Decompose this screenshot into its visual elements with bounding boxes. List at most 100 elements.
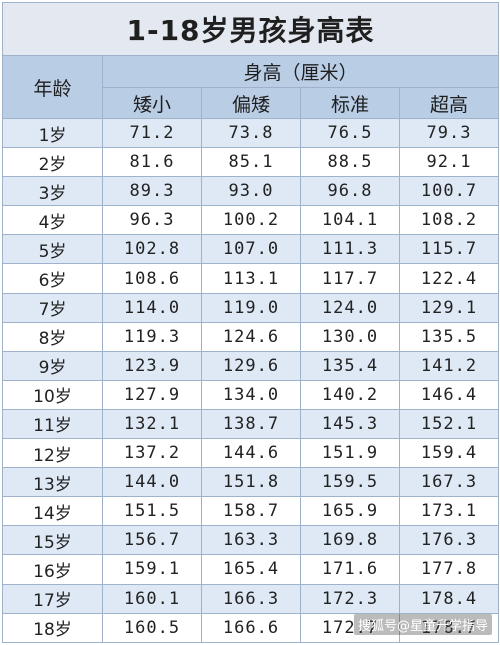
age-cell: 16岁 (2, 554, 103, 585)
tall-value-cell: 173.1 (398, 496, 500, 527)
age-cell: 1岁 (2, 117, 103, 149)
below-average-value-cell: 163.3 (201, 525, 301, 556)
below-average-value-cell: 93.0 (201, 176, 301, 207)
table-row: 10岁 127.9 134.0 140.2 146.4 (2, 379, 500, 410)
table-row: 9岁 123.9 129.6 135.4 141.2 (2, 350, 500, 381)
height-group-header: 身高（厘米） (101, 55, 500, 88)
table-row: 1岁 71.2 73.8 76.5 79.3 (2, 117, 500, 149)
column-header-standard: 标准 (300, 87, 400, 119)
age-cell: 17岁 (2, 583, 103, 614)
table-body: 1岁 71.2 73.8 76.5 79.3 2岁 81.6 85.1 88.5 92.1 3岁 89… (2, 117, 500, 643)
tall-value-cell: 135.5 (398, 321, 500, 352)
table-row: 15岁 156.7 163.3 169.8 176.3 (2, 525, 500, 556)
short-value-cell: 89.3 (102, 176, 202, 207)
short-value-cell: 160.1 (102, 583, 202, 614)
short-value-cell: 102.8 (102, 234, 202, 265)
age-cell: 5岁 (2, 234, 103, 265)
table-row: 17岁 160.1 166.3 172.3 178.4 (2, 583, 500, 614)
tall-value-cell: 79.3 (398, 117, 500, 149)
age-cell: 10岁 (2, 379, 103, 410)
table-row: 14岁 151.5 158.7 165.9 173.1 (2, 496, 500, 527)
below-average-value-cell: 85.1 (201, 147, 301, 178)
below-average-value-cell: 144.6 (201, 438, 301, 469)
tall-value-cell: 122.4 (398, 263, 500, 294)
below-average-value-cell: 138.7 (201, 408, 301, 440)
below-average-value-cell: 165.4 (201, 554, 301, 585)
tall-value-cell: 146.4 (398, 379, 500, 410)
table-row: 7岁 114.0 119.0 124.0 129.1 (2, 292, 500, 323)
age-cell: 3岁 (2, 176, 103, 207)
below-average-value-cell: 107.0 (201, 234, 301, 265)
age-cell: 14岁 (2, 496, 103, 527)
below-average-value-cell: 166.6 (201, 612, 301, 643)
age-cell: 8岁 (2, 321, 103, 352)
tall-value-cell: 100.7 (398, 176, 500, 207)
table-row: 18岁 160.5 166.6 172.7 178.7 (2, 612, 500, 643)
tall-value-cell: 176.3 (398, 525, 500, 556)
tall-value-cell: 178.7 (398, 612, 500, 643)
standard-value-cell: 172.3 (300, 583, 400, 614)
age-cell: 2岁 (2, 147, 103, 178)
short-value-cell: 132.1 (102, 408, 202, 440)
short-value-cell: 123.9 (102, 350, 202, 381)
table-row: 11岁 132.1 138.7 145.3 152.1 (2, 408, 500, 440)
column-header-tall: 超高 (398, 87, 500, 119)
tall-value-cell: 129.1 (398, 292, 500, 323)
standard-value-cell: 172.7 (300, 612, 400, 643)
age-cell: 18岁 (2, 612, 103, 643)
short-value-cell: 160.5 (102, 612, 202, 643)
age-cell: 11岁 (2, 408, 103, 440)
column-header-short: 矮小 (102, 87, 202, 119)
table-row: 8岁 119.3 124.6 130.0 135.5 (2, 321, 500, 352)
age-cell: 7岁 (2, 292, 103, 323)
tall-value-cell: 115.7 (398, 234, 500, 265)
standard-value-cell: 145.3 (300, 408, 400, 440)
table-row: 4岁 96.3 100.2 104.1 108.2 (2, 205, 500, 236)
age-cell: 6岁 (2, 263, 103, 294)
short-value-cell: 159.1 (102, 554, 202, 585)
tall-value-cell: 167.3 (398, 467, 500, 498)
short-value-cell: 81.6 (102, 147, 202, 178)
short-value-cell: 127.9 (102, 379, 202, 410)
standard-value-cell: 104.1 (300, 205, 400, 236)
table-row: 16岁 159.1 165.4 171.6 177.8 (2, 554, 500, 585)
tall-value-cell: 178.4 (398, 583, 500, 614)
standard-value-cell: 159.5 (300, 467, 400, 498)
below-average-value-cell: 134.0 (201, 379, 301, 410)
standard-value-cell: 76.5 (300, 117, 400, 149)
age-column-header: 年龄 (2, 55, 103, 119)
age-cell: 9岁 (2, 350, 103, 381)
age-cell: 4岁 (2, 205, 103, 236)
table-row: 5岁 102.8 107.0 111.3 115.7 (2, 234, 500, 265)
below-average-value-cell: 119.0 (201, 292, 301, 323)
tall-value-cell: 159.4 (398, 438, 500, 469)
column-header-below-average: 偏矮 (201, 87, 301, 119)
below-average-value-cell: 113.1 (201, 263, 301, 294)
short-value-cell: 114.0 (102, 292, 202, 323)
short-value-cell: 96.3 (102, 205, 202, 236)
standard-value-cell: 140.2 (300, 379, 400, 410)
short-value-cell: 108.6 (102, 263, 202, 294)
below-average-value-cell: 158.7 (201, 496, 301, 527)
below-average-value-cell: 124.6 (201, 321, 301, 352)
short-value-cell: 156.7 (102, 525, 202, 556)
short-value-cell: 119.3 (102, 321, 202, 352)
tall-value-cell: 108.2 (398, 205, 500, 236)
standard-value-cell: 130.0 (300, 321, 400, 352)
below-average-value-cell: 151.8 (201, 467, 301, 498)
table-row: 2岁 81.6 85.1 88.5 92.1 (2, 147, 500, 178)
standard-value-cell: 135.4 (300, 350, 400, 381)
tall-value-cell: 141.2 (398, 350, 500, 381)
watermark: 搜狐号@星童升学指导 (353, 613, 492, 635)
short-value-cell: 151.5 (102, 496, 202, 527)
standard-value-cell: 171.6 (300, 554, 400, 585)
below-average-value-cell: 100.2 (201, 205, 301, 236)
below-average-value-cell: 129.6 (201, 350, 301, 381)
standard-value-cell: 96.8 (300, 176, 400, 207)
standard-value-cell: 124.0 (300, 292, 400, 323)
table-row: 12岁 137.2 144.6 151.9 159.4 (2, 438, 500, 469)
age-cell: 13岁 (2, 467, 103, 498)
below-average-value-cell: 73.8 (201, 117, 301, 149)
tall-value-cell: 92.1 (398, 147, 500, 178)
